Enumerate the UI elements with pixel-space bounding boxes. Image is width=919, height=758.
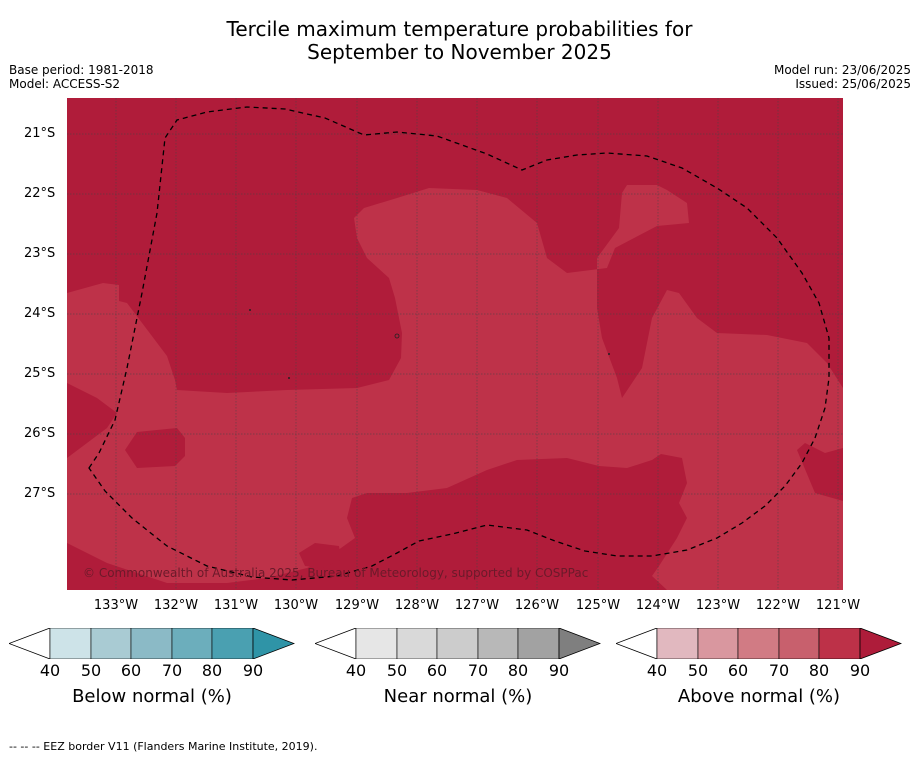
colorbar-tick: 90 <box>849 661 871 680</box>
colorbar-tick: 60 <box>426 661 448 680</box>
copyright-text: © Commonwealth of Australia 2025, Bureau… <box>83 566 588 580</box>
lon-label: 132°W <box>153 598 199 613</box>
colorbar-tick: 40 <box>646 661 668 680</box>
colorbar-tick: 80 <box>808 661 830 680</box>
colorbar-segment <box>130 628 173 659</box>
colorbar-segment <box>171 628 213 659</box>
lat-label: 24°S <box>24 306 56 321</box>
lon-label: 130°W <box>273 598 319 613</box>
colorbar-tick: 80 <box>201 661 223 680</box>
colorbar-segment <box>517 628 560 659</box>
colorbar-tick: 50 <box>80 661 102 680</box>
colorbar-under-arrow <box>9 628 51 659</box>
probability-map: © Commonwealth of Australia 2025, Bureau… <box>67 98 843 590</box>
colorbar-tick: 90 <box>242 661 264 680</box>
above-normal-colorbar <box>616 628 902 659</box>
colorbar-segment <box>355 628 398 659</box>
lon-label: 124°W <box>635 598 681 613</box>
colorbar-tick: 80 <box>507 661 529 680</box>
model-run: Model run: 23/06/2025 <box>773 63 911 77</box>
lon-label: 121°W <box>815 598 861 613</box>
colorbar-segment <box>818 628 861 659</box>
eez-footnote: -- -- -- EEZ border V11 (Flanders Marine… <box>9 740 318 753</box>
base-period: Base period: 1981-2018 <box>9 63 154 77</box>
colorbar-over-arrow <box>558 628 601 659</box>
lat-label: 25°S <box>24 366 56 381</box>
lat-label: 21°S <box>24 126 56 141</box>
meta-left: Base period: 1981-2018 Model: ACCESS-S2 <box>9 63 154 91</box>
colorbar-tick: 70 <box>161 661 183 680</box>
lon-label: 125°W <box>575 598 621 613</box>
lat-label: 22°S <box>24 186 56 201</box>
colorbar-under-arrow <box>315 628 357 659</box>
colorbar-segment <box>477 628 519 659</box>
colorbar-segment <box>656 628 699 659</box>
lon-label: 129°W <box>334 598 380 613</box>
lon-label: 128°W <box>394 598 440 613</box>
colorbar-segment <box>697 628 739 659</box>
colorbar-over-arrow <box>859 628 902 659</box>
colorbar-tick: 50 <box>386 661 408 680</box>
title-line-2: September to November 2025 <box>307 40 612 64</box>
eez-border <box>88 106 830 581</box>
lon-label: 122°W <box>755 598 801 613</box>
above-normal-80-patch-south <box>299 543 341 568</box>
colorbar-tick: 50 <box>687 661 709 680</box>
colorbar-tick: 40 <box>345 661 367 680</box>
lat-label: 23°S <box>24 246 56 261</box>
colorbar-tick: 70 <box>467 661 489 680</box>
lat-label: 27°S <box>24 486 56 501</box>
near-normal-colorbar <box>315 628 601 659</box>
issued-date: Issued: 25/06/2025 <box>795 77 911 91</box>
colorbar-tick: 40 <box>39 661 61 680</box>
colorbar-under-arrow <box>616 628 658 659</box>
map-title: Tercile maximum temperature probabilitie… <box>0 18 919 64</box>
colorbar-tick: 70 <box>768 661 790 680</box>
title-line-1: Tercile maximum temperature probabilitie… <box>226 17 693 41</box>
below-normal-colorbar <box>9 628 295 659</box>
meta-right: Model run: 23/06/2025 Issued: 25/06/2025 <box>774 63 911 91</box>
lon-label: 133°W <box>93 598 139 613</box>
below-normal-label: Below normal (%) <box>72 686 232 707</box>
near-normal-label: Near normal (%) <box>383 686 533 707</box>
colorbar-over-arrow <box>252 628 295 659</box>
lon-label: 123°W <box>695 598 741 613</box>
colorbar-segment <box>90 628 132 659</box>
lon-label: 131°W <box>213 598 259 613</box>
colorbar-tick: 90 <box>548 661 570 680</box>
colorbar-segment <box>396 628 438 659</box>
above-normal-label: Above normal (%) <box>677 686 841 707</box>
map-graticule <box>67 98 843 590</box>
colorbar-tick: 60 <box>727 661 749 680</box>
model-name: Model: ACCESS-S2 <box>9 77 121 91</box>
island-markers <box>249 309 610 379</box>
colorbar-segment <box>778 628 820 659</box>
above-normal-80-patch-west <box>125 428 185 468</box>
lon-label: 127°W <box>454 598 500 613</box>
colorbar-segment <box>737 628 780 659</box>
lat-label: 26°S <box>24 426 56 441</box>
above-normal-70-region <box>67 185 843 590</box>
colorbar-segment <box>49 628 92 659</box>
colorbar-segment <box>436 628 479 659</box>
colorbar-tick: 60 <box>120 661 142 680</box>
colorbar-segment <box>211 628 254 659</box>
lon-label: 126°W <box>514 598 560 613</box>
